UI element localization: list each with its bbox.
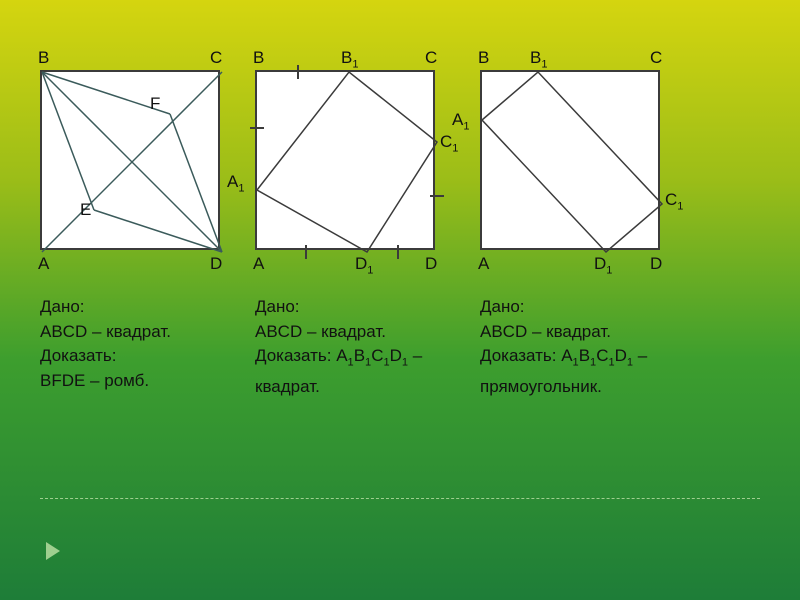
lbl-A1: A1 [452,110,470,132]
panel-2-lines [257,72,437,252]
panel-1: A B C D E F [40,70,220,250]
lbl-D1: D1 [594,254,612,276]
square-1: A B C D E F [40,70,220,250]
lbl-A: A [253,254,264,274]
panel-3-lines [482,72,662,252]
panel-2: A B C D A1 B1 C1 D1 [255,70,435,250]
lbl-D: D [425,254,437,274]
lbl-E: E [80,200,91,220]
lbl-A: A [38,254,49,274]
lbl-C: C [425,48,437,68]
lbl-B: B [253,48,264,68]
lbl-D1: D1 [355,254,373,276]
tick [305,245,307,259]
lbl-B1: B1 [530,48,548,70]
tick [397,245,399,259]
square-3: A B C D A1 B1 C1 D1 [480,70,660,250]
lbl-C: C [210,48,222,68]
lbl-D: D [650,254,662,274]
tick [430,195,444,197]
divider [40,498,760,499]
text-1: Дано: ABCD – квадрат. Доказать: BFDE – р… [40,295,171,394]
nav-next-icon[interactable] [46,542,60,560]
lbl-B1: B1 [341,48,359,70]
lbl-B: B [38,48,49,68]
lbl-A: A [478,254,489,274]
lbl-A1: A1 [227,172,245,194]
panel-1-lines [42,72,222,252]
tick [297,65,299,79]
text-2: Дано: ABCD – квадрат. Доказать: A1B1C1D1… [255,295,422,400]
lbl-C: C [650,48,662,68]
lbl-F: F [150,94,160,114]
lbl-C1: C1 [665,190,683,212]
text-3: Дано: ABCD – квадрат. Доказать: A1B1C1D1… [480,295,647,400]
square-2: A B C D A1 B1 C1 D1 [255,70,435,250]
panel-3: A B C D A1 B1 C1 D1 [480,70,660,250]
lbl-C1: C1 [440,132,458,154]
lbl-D: D [210,254,222,274]
lbl-B: B [478,48,489,68]
tick [250,127,264,129]
